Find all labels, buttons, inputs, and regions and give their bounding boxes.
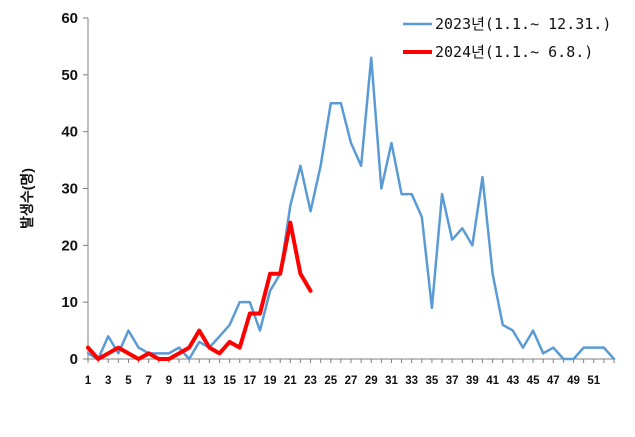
y-tick-label: 0 <box>70 351 78 368</box>
x-tick-label: 37 <box>446 375 459 387</box>
x-tick-label: 31 <box>385 375 398 387</box>
y-tick-label: 10 <box>61 294 78 311</box>
series-layer <box>86 56 616 361</box>
legend: 2023년(1.1.~ 12.31.) 2024년(1.1.~ 6.8.) <box>403 15 611 61</box>
x-tick-label: 17 <box>243 375 256 387</box>
series-line-0 <box>86 56 616 361</box>
x-tick-label: 3 <box>105 375 111 387</box>
x-tick-label: 47 <box>547 375 560 387</box>
x-tick-label: 49 <box>567 375 580 387</box>
y-tick-labels: 0 10 20 30 40 50 60 <box>61 10 88 368</box>
x-tick-label: 11 <box>183 375 196 387</box>
x-tick-label: 19 <box>264 375 277 387</box>
x-tick-label: 43 <box>506 375 519 387</box>
y-tick-label: 20 <box>61 237 78 254</box>
x-tick-label: 33 <box>405 375 418 387</box>
x-tick-labels: 1 3 5 7 9 11 13 15 17 19 21 23 25 27 29 31 33 35 37 39 41 43 4… <box>85 359 615 387</box>
x-tick-label: 27 <box>345 375 358 387</box>
x-tick-label: 15 <box>223 375 236 387</box>
x-tick-label: 13 <box>203 375 216 387</box>
y-tick-label: 30 <box>61 181 78 198</box>
legend-label-1: 2024년(1.1.~ 6.8.) <box>435 43 593 61</box>
y-tick-label: 60 <box>61 10 78 27</box>
y-axis-label: 발생수(명) <box>19 168 35 229</box>
x-tick-label: 1 <box>85 375 92 387</box>
x-tick-label: 5 <box>125 375 132 387</box>
y-tick-label: 40 <box>61 124 78 141</box>
x-tick-label: 7 <box>145 375 151 387</box>
x-tick-label: 21 <box>284 375 297 387</box>
x-tick-label: 23 <box>304 375 317 387</box>
x-tick-label: 41 <box>486 375 499 387</box>
x-tick-label: 39 <box>466 375 479 387</box>
legend-label-0: 2023년(1.1.~ 12.31.) <box>435 15 611 33</box>
y-tick-label: 50 <box>61 67 78 84</box>
x-tick-label: 45 <box>527 375 540 387</box>
series-line-1 <box>86 220 313 361</box>
x-tick-label: 35 <box>426 375 439 387</box>
x-tick-label: 51 <box>587 375 600 387</box>
x-tick-label: 25 <box>324 375 337 387</box>
x-tick-label: 29 <box>365 375 378 387</box>
chart-axes <box>87 18 614 360</box>
x-tick-label: 9 <box>166 375 172 387</box>
